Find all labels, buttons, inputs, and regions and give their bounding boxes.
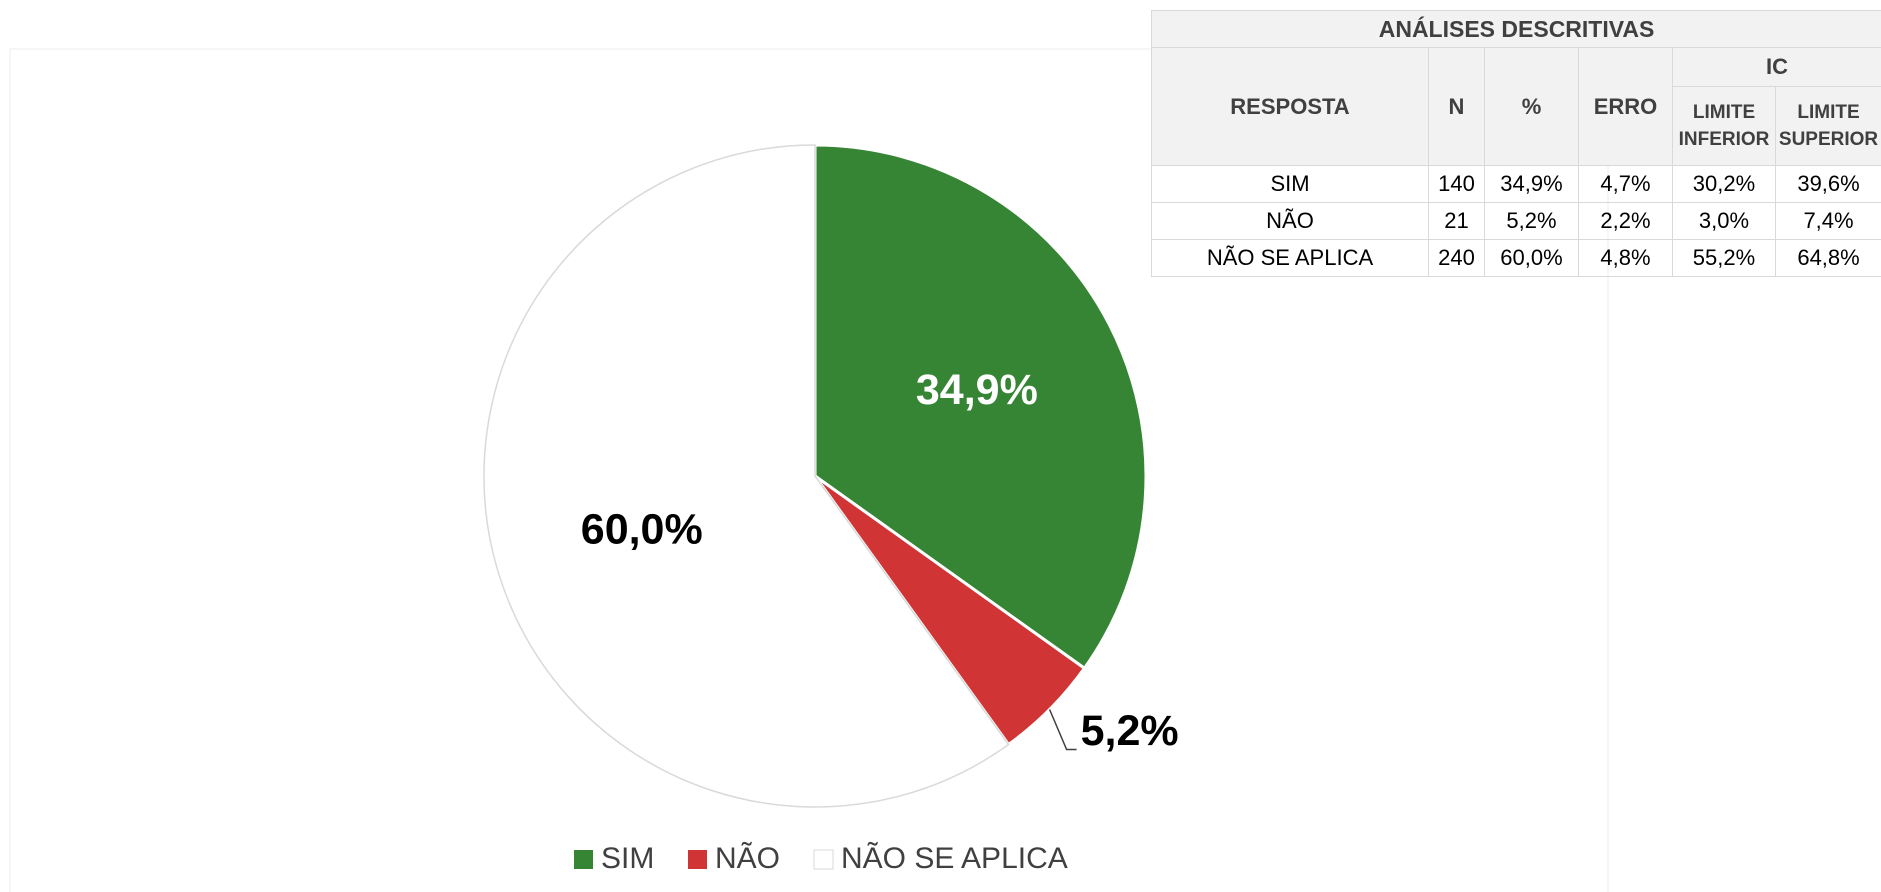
table-cell: SIM	[1151, 165, 1429, 203]
legend-label: SIM	[601, 842, 654, 875]
table-cell: 2,2%	[1578, 202, 1673, 240]
table-cell: 240	[1428, 239, 1485, 277]
table-cell: 34,9%	[1484, 165, 1579, 203]
table-row: NÃO SE APLICA 240 60,0% 4,8% 55,2% 64,8%	[1151, 239, 1881, 277]
table-cell: 64,8%	[1774, 239, 1881, 277]
table-cell: 140	[1428, 165, 1485, 203]
legend-label: NÃO SE APLICA	[841, 841, 1068, 875]
table-row: NÃO 21 5,2% 2,2% 3,0% 7,4%	[1151, 202, 1881, 240]
header: N	[1428, 47, 1485, 166]
header: %	[1484, 47, 1579, 166]
header: LIMITE INFERIOR	[1672, 86, 1776, 166]
table-cell: 60,0%	[1484, 239, 1579, 277]
header: RESPOSTA	[1151, 47, 1429, 166]
data-label: 60,0%	[581, 505, 703, 553]
table-cell: 4,8%	[1578, 239, 1673, 277]
table-cell: 3,0%	[1672, 202, 1776, 240]
pie-slice	[813, 143, 1148, 671]
table-cell: NÃO	[1151, 202, 1429, 240]
table-cell: 55,2%	[1672, 239, 1776, 277]
table-cell: 39,6%	[1774, 165, 1881, 203]
legend-swatch	[688, 850, 707, 869]
table-title: ANÁLISES DESCRITIVAS	[1150, 10, 1881, 48]
leader-line	[1048, 709, 1077, 751]
header: LIMITE SUPERIOR	[1774, 86, 1881, 166]
table-cell: 5,2%	[1484, 202, 1579, 240]
table-row: SIM 140 34,9% 4,7% 30,2% 39,6%	[1151, 165, 1881, 203]
pie-slice	[483, 144, 1010, 808]
header: IC	[1671, 47, 1881, 87]
table-cell: 4,7%	[1578, 165, 1673, 203]
table-cell: 21	[1428, 202, 1485, 240]
legend-swatch	[574, 850, 593, 869]
legend-label: NÃO	[715, 841, 780, 875]
data-label: 34,9%	[916, 366, 1038, 414]
header: ERRO	[1578, 47, 1673, 166]
table-cell: NÃO SE APLICA	[1151, 239, 1429, 277]
table-cell: 7,4%	[1774, 202, 1881, 240]
data-label: 5,2%	[1081, 707, 1179, 755]
stats-table: ANÁLISES DESCRITIVAS RESPOSTA N % ERRO I…	[1150, 10, 1881, 277]
table-cell: 30,2%	[1672, 165, 1776, 203]
legend-swatch	[813, 849, 834, 870]
